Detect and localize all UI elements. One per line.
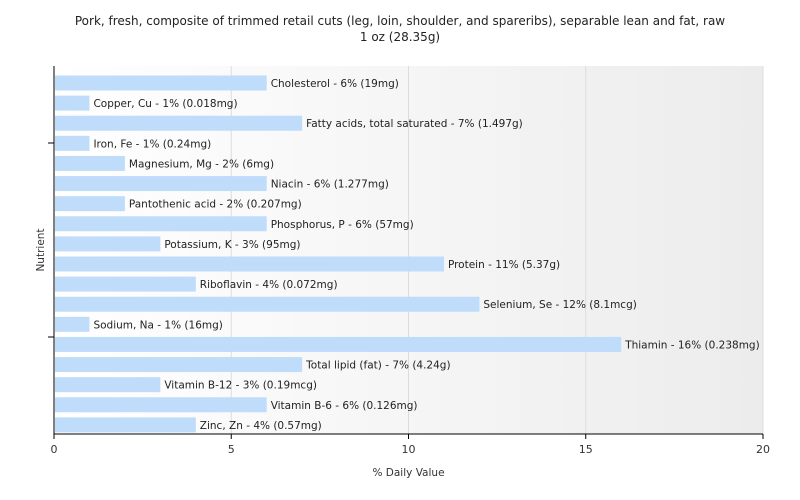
bar-label-14: Total lipid (fat) - 7% (4.24g) [305, 360, 450, 372]
bar-label-6: Pantothenic acid - 2% (0.207mg) [129, 199, 302, 211]
bar-0 [55, 75, 267, 91]
x-axis-title: % Daily Value [372, 467, 444, 479]
x-tick-label-5: 5 [228, 443, 235, 456]
x-tick-label-0: 0 [51, 443, 58, 456]
bar-label-16: Vitamin B-6 - 6% (0.126mg) [271, 400, 418, 412]
bar-label-2: Fatty acids, total saturated - 7% (1.497… [306, 118, 523, 130]
bar-4 [55, 155, 125, 171]
bar-label-8: Potassium, K - 3% (95mg) [164, 239, 300, 251]
bar-label-9: Protein - 11% (5.37g) [448, 259, 560, 271]
bar-label-12: Sodium, Na - 1% (16mg) [93, 319, 222, 331]
bar-11 [55, 296, 480, 312]
bar-16 [55, 397, 267, 413]
bar-6 [55, 196, 125, 212]
chart-subtitle: 1 oz (28.35g) [359, 30, 441, 44]
bar-1 [55, 95, 90, 111]
bar-label-5: Niacin - 6% (1.277mg) [271, 179, 389, 191]
bar-3 [55, 135, 90, 151]
bar-label-10: Riboflavin - 4% (0.072mg) [200, 279, 338, 291]
x-tick-label-15: 15 [579, 443, 593, 456]
bar-5 [55, 176, 267, 192]
bar-10 [55, 276, 196, 292]
bar-label-15: Vitamin B-12 - 3% (0.19mcg) [164, 380, 317, 392]
bars: Cholesterol - 6% (19mg) Copper, Cu - 1% (… [55, 75, 760, 433]
bar-label-17: Zinc, Zn - 4% (0.57mg) [200, 420, 322, 432]
chart-title: Pork, fresh, composite of trimmed retail… [74, 14, 726, 28]
bar-8 [55, 236, 161, 252]
y-axis-title: Nutrient [35, 228, 47, 271]
bar-label-1: Copper, Cu - 1% (0.018mg) [93, 98, 237, 110]
bar-label-4: Magnesium, Mg - 2% (6mg) [129, 158, 274, 170]
bar-label-7: Phosphorus, P - 6% (57mg) [271, 219, 414, 231]
x-tick-label-20: 20 [756, 443, 770, 456]
axes: 0 5 10 15 20 [48, 66, 770, 456]
bar-label-3: Iron, Fe - 1% (0.24mg) [93, 138, 211, 150]
bar-label-11: Selenium, Se - 12% (8.1mcg) [483, 299, 636, 311]
bar-12 [55, 316, 90, 332]
bar-17 [55, 417, 196, 433]
bar-15 [55, 377, 161, 393]
bar-label-0: Cholesterol - 6% (19mg) [271, 78, 399, 90]
bar-2 [55, 115, 303, 131]
bar-9 [55, 256, 444, 272]
bar-13 [55, 336, 622, 352]
x-tick-label-10: 10 [402, 443, 416, 456]
bar-14 [55, 357, 303, 373]
bar-7 [55, 216, 267, 232]
bar-label-13: Thiamin - 16% (0.238mg) [624, 339, 760, 351]
